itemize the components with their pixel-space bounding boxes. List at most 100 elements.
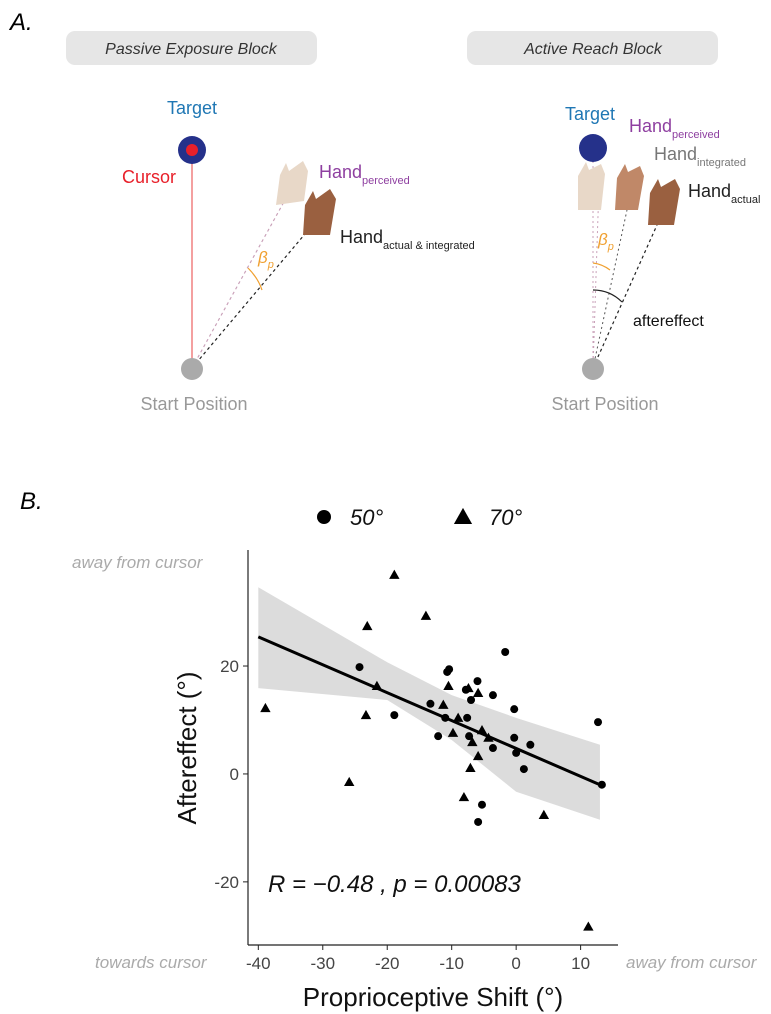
cursor: [186, 144, 198, 156]
point: [512, 748, 521, 757]
legend-marker: [453, 507, 473, 524]
point: [441, 713, 450, 722]
point: [463, 682, 474, 693]
hand-actual: [648, 179, 680, 225]
annotation: R = −0.48 , p = 0.00083: [268, 871, 522, 898]
legend-marker: [317, 510, 331, 524]
point: [526, 740, 535, 749]
start: [181, 358, 203, 380]
angle-arc: [592, 262, 611, 271]
aftereffect-label: aftereffect: [633, 313, 704, 330]
x-tick-label: -30: [310, 954, 335, 973]
point: [594, 718, 603, 727]
point: [473, 677, 482, 686]
point: [260, 702, 271, 713]
point: [465, 762, 476, 773]
hand-perceived: [578, 162, 605, 210]
angle-label: βp: [257, 248, 274, 271]
hand-sub: integrated: [697, 157, 746, 169]
point: [344, 776, 355, 787]
legend-label: 70°: [489, 505, 522, 530]
point: [467, 736, 478, 747]
point: [371, 680, 383, 690]
point: [474, 817, 483, 826]
point: [538, 809, 550, 819]
hand-label: Handintegrated: [654, 144, 746, 169]
point: [463, 713, 472, 722]
point: [438, 699, 449, 709]
point: [390, 711, 399, 720]
hand-label: Handactual & integrated: [340, 227, 475, 252]
hand-perceived: [276, 161, 308, 205]
point: [510, 705, 519, 714]
hand-label: Handperceived: [629, 116, 720, 141]
hand-integrated: [615, 164, 644, 210]
header-box: [467, 31, 718, 65]
side-label: away from cursor: [626, 953, 758, 972]
hand-text: Hand: [319, 162, 362, 182]
start-label: Start Position: [140, 394, 247, 414]
start: [582, 358, 604, 380]
y-tick-label: 20: [220, 657, 239, 676]
hand-text: Hand: [340, 227, 383, 247]
angle-arc: [247, 267, 263, 291]
x-tick-label: 0: [511, 954, 520, 973]
header-box: [66, 31, 317, 65]
hand-actual: [303, 189, 336, 235]
hand-sub: perceived: [672, 129, 720, 141]
panel-label: B.: [20, 488, 43, 515]
panel-label: A.: [8, 9, 33, 36]
y-axis-title: Aftereffect (°): [172, 672, 202, 825]
point: [519, 765, 528, 774]
point: [483, 732, 494, 742]
side-label: away from cursor: [72, 553, 204, 572]
point: [597, 780, 606, 789]
point: [443, 680, 454, 690]
point: [426, 699, 435, 708]
block-header: Passive Exposure Block: [105, 41, 278, 58]
point: [434, 732, 443, 741]
fit-line: [257, 635, 601, 787]
point: [445, 665, 454, 674]
point: [420, 610, 432, 620]
point: [452, 712, 464, 722]
angle-text: β: [257, 248, 268, 267]
y-tick-label: 0: [230, 765, 239, 784]
integrated-path: [592, 209, 628, 369]
legend-label: 50°: [350, 505, 383, 530]
point: [458, 791, 470, 802]
point: [488, 744, 497, 753]
hand-sub: actual: [731, 194, 760, 206]
angle-text: β: [597, 230, 608, 249]
point: [501, 647, 510, 656]
hand-label: Handperceived: [319, 162, 410, 187]
block-header: Active Reach Block: [523, 41, 663, 58]
point: [476, 725, 488, 735]
x-axis-title: Proprioceptive Shift (°): [303, 982, 563, 1012]
point: [465, 732, 474, 741]
aftereffect-arc: [592, 289, 623, 303]
x-tick-label: -10: [439, 954, 464, 973]
hand-sub: perceived: [362, 175, 410, 187]
target-label: Target: [565, 104, 615, 124]
point: [362, 620, 373, 631]
point: [355, 663, 364, 672]
hand-text: Hand: [629, 116, 672, 136]
x-tick-label: -20: [375, 954, 400, 973]
angle-label: βp: [597, 230, 614, 253]
x-tick-label: -40: [246, 954, 271, 973]
point: [447, 727, 459, 737]
cursor-label: Cursor: [122, 167, 176, 187]
point: [583, 921, 594, 931]
x-tick-label: 10: [571, 954, 590, 973]
perceived-path: [191, 199, 286, 369]
point: [472, 687, 484, 697]
hand-sub: actual & integrated: [383, 240, 475, 252]
hand-label: Handactual: [688, 181, 760, 206]
hand-text: Hand: [688, 181, 731, 201]
actual-path: [191, 227, 311, 369]
target: [579, 134, 607, 162]
start-label: Start Position: [551, 394, 658, 414]
